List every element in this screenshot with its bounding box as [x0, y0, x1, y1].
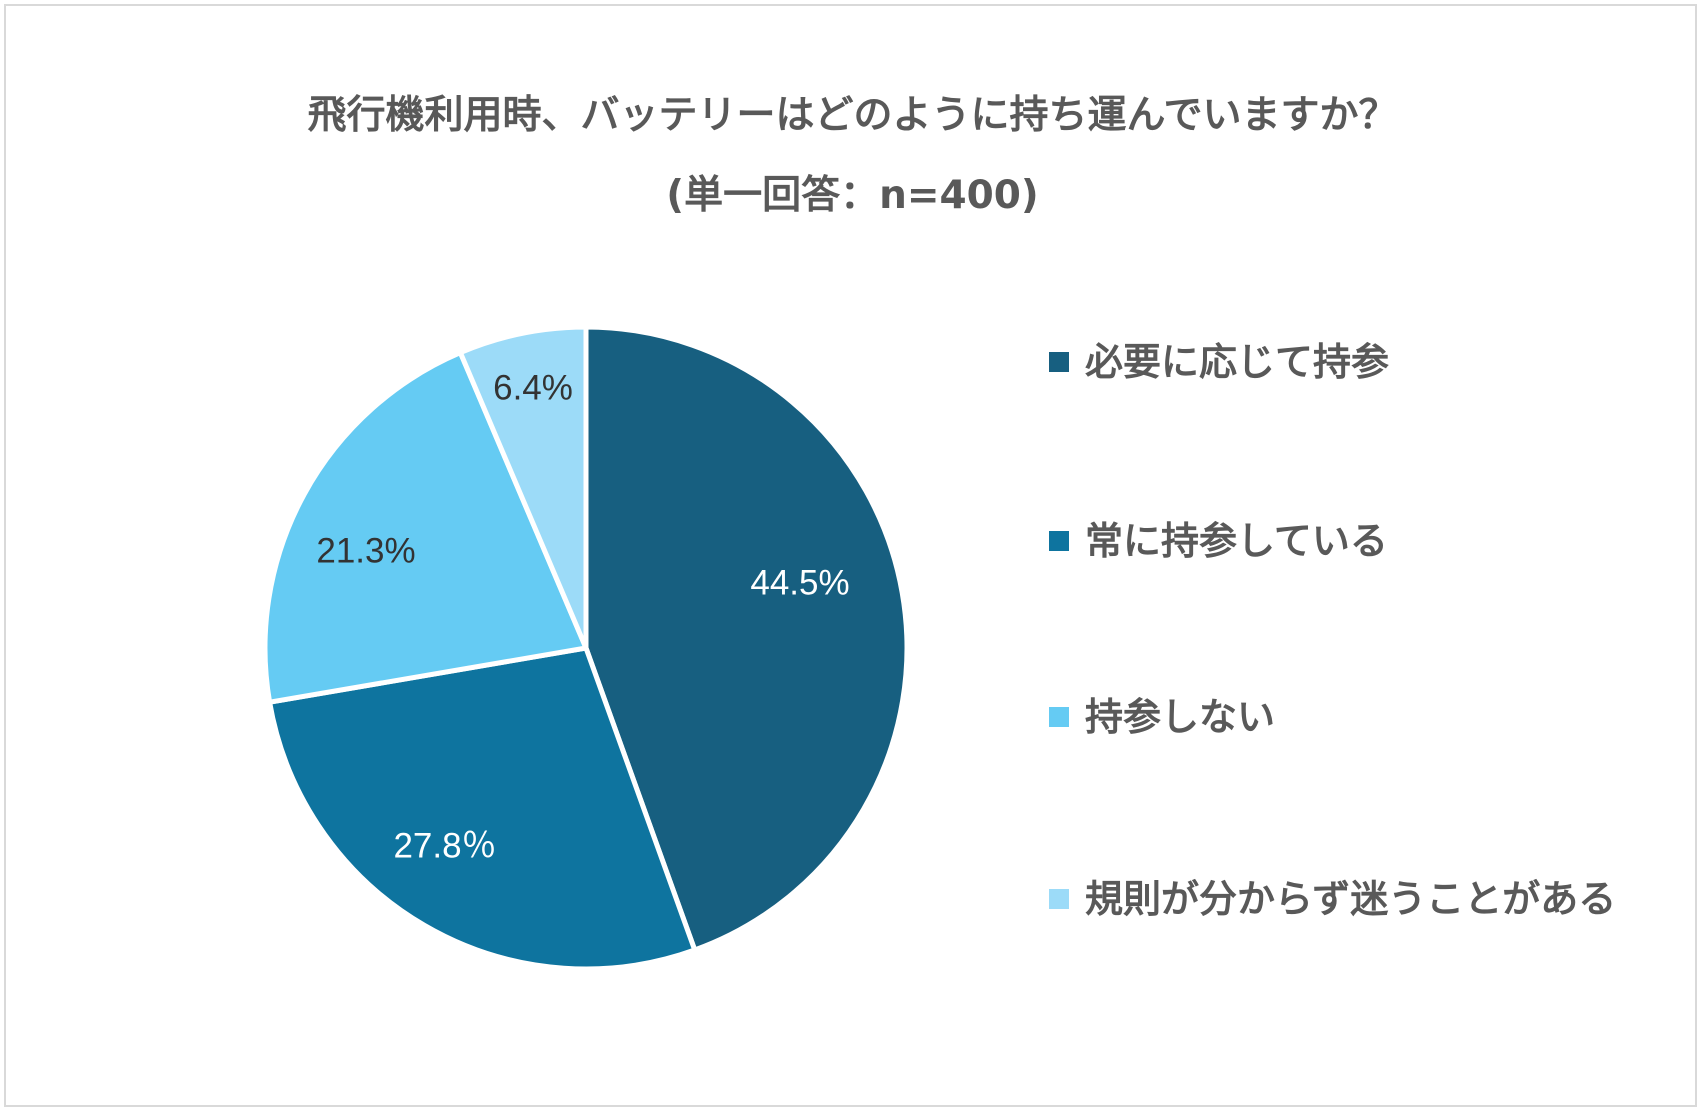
legend-swatch-2	[1049, 531, 1069, 551]
legend-swatch-3	[1049, 707, 1069, 727]
pie-slice-label-1: 44.5%	[750, 563, 849, 602]
pie-slice-1	[583, 324, 910, 953]
pie-slice-2	[267, 645, 698, 972]
pie-slice-4	[457, 324, 589, 651]
legend-swatch-1	[1049, 352, 1069, 372]
legend-label-1: 必要に応じて持参	[1085, 340, 1390, 384]
chart-subtitle: (単一回答：n=400)	[666, 173, 1039, 218]
chart-legend: 必要に応じて持参 常に持参している 持参しない規則が分からず迷うことがある	[1049, 0, 1669, 1113]
legend-swatch-4	[1049, 889, 1069, 909]
pie-slice-label-4: 6.4%	[493, 368, 573, 407]
legend-label-4: 規則が分からず迷うことがある	[1085, 877, 1617, 921]
pie-slice-3	[262, 350, 589, 705]
legend-label-2: 常に持参している	[1085, 519, 1388, 563]
pie-slice-label-2: 27.8％	[393, 826, 496, 865]
pie-slice-label-3: 21.3%	[316, 531, 415, 570]
chart-title: 飛行機利用時、バッテリーはどのように持ち運んでいますか？	[307, 93, 1398, 138]
legend-label-3: 持参しない	[1085, 695, 1276, 739]
